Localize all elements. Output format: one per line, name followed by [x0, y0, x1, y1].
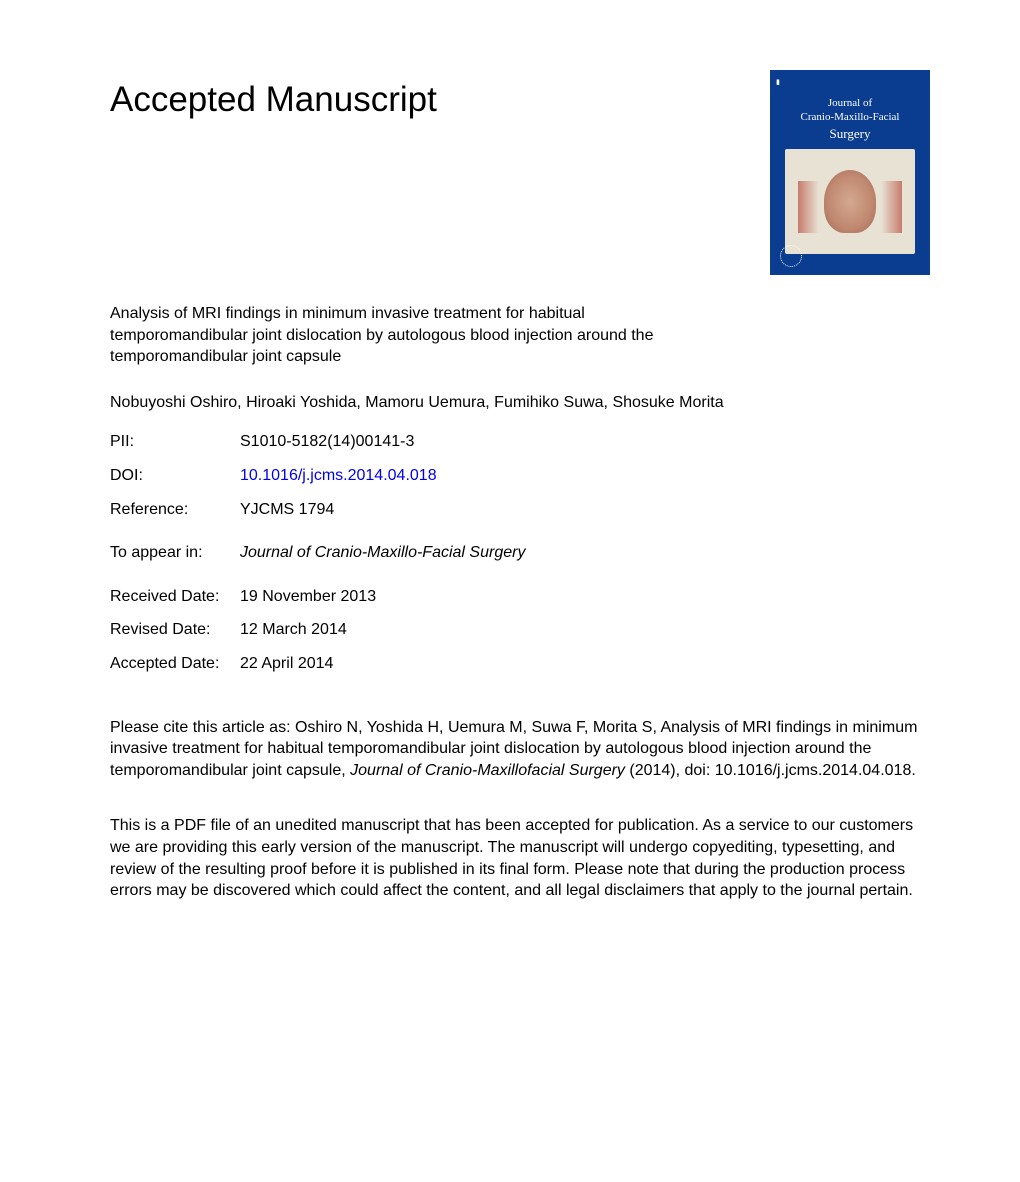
cover-main-title: Cranio-Maxillo-Facial: [801, 111, 900, 123]
disclaimer-paragraph: This is a PDF file of an unedited manusc…: [110, 815, 930, 901]
cover-top-bar: ▮: [776, 78, 924, 87]
cover-seal-icon: [780, 245, 802, 267]
pii-label: PII:: [110, 431, 240, 453]
article-title: Analysis of MRI findings in minimum inva…: [110, 303, 710, 368]
dates-table: Received Date: 19 November 2013 Revised …: [110, 586, 930, 675]
cover-anatomy-illustration: [785, 149, 915, 254]
citation-journal-name: Journal of Cranio-Maxillofacial Surgery: [350, 762, 625, 779]
page-title: Accepted Manuscript: [110, 76, 437, 123]
received-date-value: 19 November 2013: [240, 586, 930, 608]
citation-suffix: (2014), doi: 10.1016/j.jcms.2014.04.018.: [625, 762, 916, 779]
cover-title: Journal of Cranio-Maxillo-Facial Surgery: [801, 97, 900, 141]
to-appear-row: To appear in: Journal of Cranio-Maxillo-…: [110, 542, 930, 564]
accepted-date-label: Accepted Date:: [110, 653, 240, 675]
publisher-logo-icon: ▮: [776, 78, 780, 87]
to-appear-value: Journal of Cranio-Maxillo-Facial Surgery: [240, 542, 930, 564]
cover-corner-text: [922, 78, 924, 87]
to-appear-label: To appear in:: [110, 542, 240, 564]
accepted-date-value: 22 April 2014: [240, 653, 930, 675]
doi-label: DOI:: [110, 465, 240, 487]
journal-cover-thumbnail: ▮ Journal of Cranio-Maxillo-Facial Surge…: [770, 70, 930, 275]
doi-link[interactable]: 10.1016/j.jcms.2014.04.018: [240, 465, 930, 487]
cover-small-title: Journal of: [828, 97, 872, 109]
citation-paragraph: Please cite this article as: Oshiro N, Y…: [110, 717, 930, 782]
reference-value: YJCMS 1794: [240, 499, 930, 521]
revised-date-label: Revised Date:: [110, 619, 240, 641]
pii-value: S1010-5182(14)00141-3: [240, 431, 930, 453]
authors-list: Nobuyoshi Oshiro, Hiroaki Yoshida, Mamor…: [110, 392, 810, 414]
revised-date-value: 12 March 2014: [240, 619, 930, 641]
metadata-table: PII: S1010-5182(14)00141-3 DOI: 10.1016/…: [110, 431, 930, 520]
cover-sub-title: Surgery: [801, 126, 900, 142]
reference-label: Reference:: [110, 499, 240, 521]
header-row: Accepted Manuscript ▮ Journal of Cranio-…: [110, 70, 930, 275]
received-date-label: Received Date:: [110, 586, 240, 608]
